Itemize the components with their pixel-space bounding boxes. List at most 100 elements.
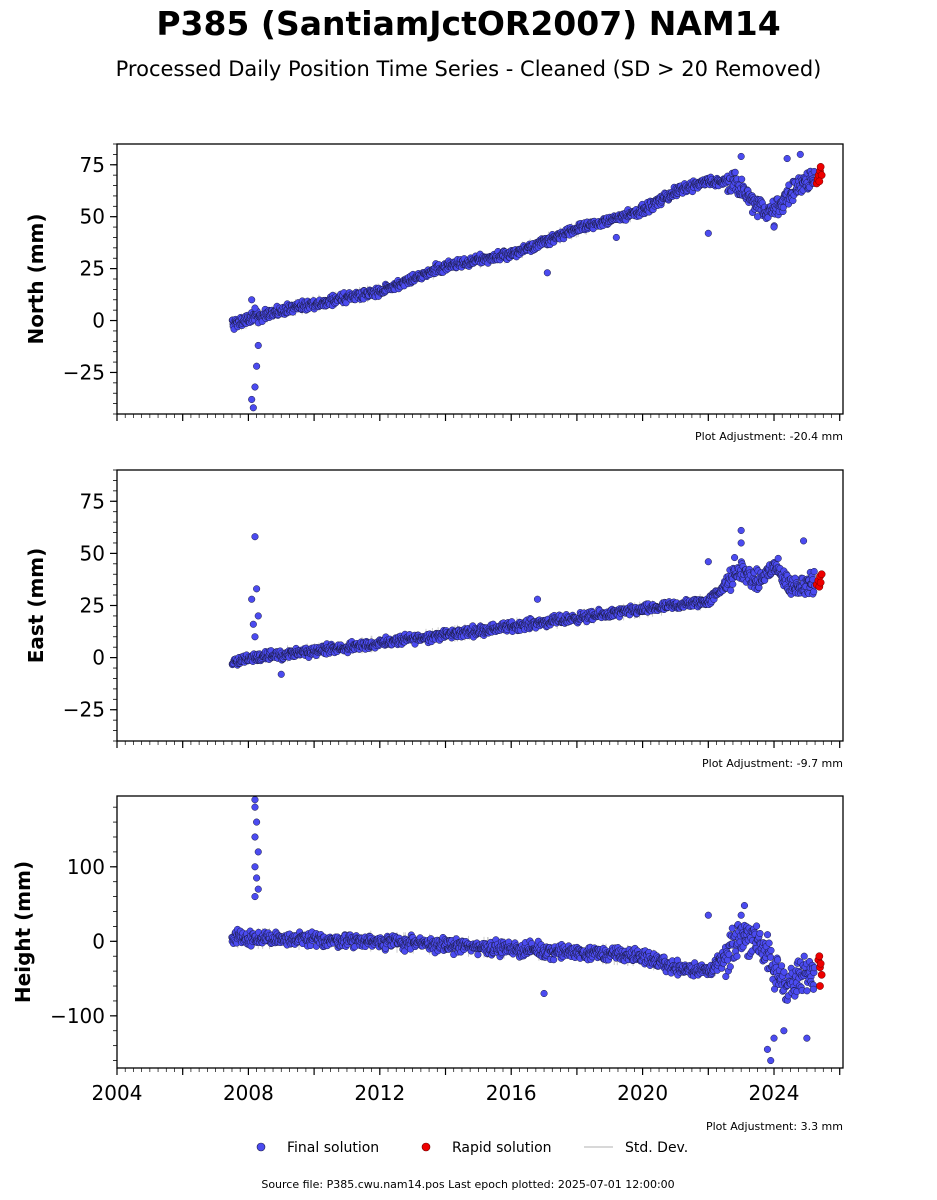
- final-solution-point: [737, 911, 745, 919]
- y-tick-label: 25: [80, 594, 105, 618]
- final-solution-point: [809, 985, 818, 993]
- final-solution-point: [779, 204, 787, 212]
- panel-north: −25 0 25 50 75 North (mm) Plot Adjustment: -20…: [24, 143, 844, 443]
- panels: −25 0 25 50 75 North (mm) Plot Adjustment: -20…: [11, 143, 844, 1133]
- final-solution-point: [765, 939, 773, 947]
- final-solution-point: [796, 150, 804, 158]
- x-tick-label: 2020: [617, 1081, 668, 1105]
- final-solution-point: [251, 833, 259, 841]
- source-footer: Source file: P385.cwu.nam14.pos Last epo…: [261, 1178, 674, 1191]
- final-solution-point: [253, 874, 261, 882]
- plot-adjustment-note: Plot Adjustment: -9.7 mm: [702, 757, 843, 770]
- final-solution-point: [803, 1034, 811, 1042]
- final-solution-point: [612, 233, 620, 242]
- final-solution-point: [810, 567, 818, 576]
- rapid-solution-point: [816, 982, 824, 990]
- x-tick-label: 2016: [486, 1081, 537, 1105]
- y-tick-label: 75: [80, 489, 105, 513]
- final-solution-point: [550, 956, 558, 964]
- final-solution-point: [729, 580, 737, 588]
- final-solution-point: [474, 951, 482, 959]
- y-axis-label: North (mm): [24, 213, 48, 344]
- final-solution-point: [780, 968, 788, 976]
- y-tick-label: 50: [80, 541, 105, 565]
- final-solution-point: [738, 175, 746, 183]
- final-solution-point: [248, 595, 256, 603]
- final-solution-point: [251, 803, 259, 811]
- final-solution-point: [767, 1056, 775, 1065]
- x-tick-label: 2012: [354, 1081, 405, 1105]
- final-solution-point: [704, 229, 712, 237]
- final-solution-point: [800, 537, 808, 545]
- final-solution-point: [248, 296, 256, 304]
- final-solution-point: [253, 362, 261, 370]
- y-tick-label: 0: [92, 309, 105, 333]
- final-solution-point: [249, 620, 257, 628]
- final-solution-point: [251, 533, 259, 541]
- final-solution-point: [753, 922, 761, 930]
- final-solution-point: [251, 633, 259, 641]
- data-points: [228, 150, 826, 412]
- final-solution-point: [800, 952, 808, 960]
- final-solution-point: [767, 946, 775, 954]
- y-tick-label: 50: [80, 205, 105, 229]
- final-solution-point: [731, 554, 739, 562]
- y-tick-label: −25: [63, 698, 105, 722]
- x-tick-label: 2004: [92, 1081, 143, 1105]
- rapid-solution-point: [816, 578, 825, 587]
- rapid-solution-point: [817, 570, 826, 579]
- y-tick-label: −100: [50, 1004, 105, 1028]
- final-solution-point: [540, 989, 548, 998]
- final-solution-point: [251, 304, 259, 312]
- final-solution-point: [251, 383, 259, 391]
- final-solution-point: [733, 952, 741, 960]
- legend-stddev-label: Std. Dev.: [625, 1140, 688, 1156]
- final-solution-point: [543, 269, 551, 277]
- final-solution-point: [767, 953, 775, 961]
- final-solution-point: [754, 213, 762, 221]
- final-solution-point: [254, 612, 262, 620]
- plot-frame: [116, 469, 844, 742]
- final-solution-point: [737, 526, 745, 535]
- final-solution-point: [254, 885, 262, 893]
- rapid-solution-point: [815, 177, 824, 186]
- rapid-solution-point: [817, 970, 826, 979]
- legend-rapid-label: Rapid solution: [452, 1140, 552, 1156]
- final-solution-point: [763, 1045, 771, 1053]
- final-solution-point: [251, 893, 259, 901]
- final-solution-point: [248, 395, 256, 404]
- final-solution-point: [277, 670, 285, 678]
- final-solution-point: [774, 956, 782, 964]
- final-solution-point: [770, 223, 778, 231]
- final-solution-point: [253, 818, 261, 826]
- final-solution-point: [731, 168, 739, 176]
- chart-title: P385 (SantiamJctOR2007) NAM14: [156, 4, 781, 43]
- rapid-solution-point: [816, 162, 825, 171]
- plot-adjustment-note: Plot Adjustment: -20.4 mm: [695, 430, 843, 443]
- final-solution-point: [704, 558, 712, 566]
- panel-east: −25 0 25 50 75 East (mm) Plot Adjustment: -9.7…: [24, 469, 844, 770]
- y-tick-label: 25: [80, 257, 105, 281]
- final-solution-point: [778, 962, 786, 970]
- final-solution-point: [740, 901, 748, 910]
- final-solution-point: [533, 595, 542, 603]
- legend-final-label: Final solution: [287, 1140, 379, 1156]
- y-axis-label: Height (mm): [11, 861, 35, 1003]
- final-solution-point: [763, 931, 772, 939]
- final-solution-point: [770, 1034, 778, 1042]
- y-tick-label: 0: [92, 646, 105, 670]
- final-solution-point: [249, 404, 257, 412]
- final-solution-point: [783, 154, 791, 163]
- final-solution-point: [254, 848, 262, 856]
- legend-final-marker: [256, 1142, 266, 1152]
- final-solution-point: [251, 863, 259, 871]
- y-axis-label: East (mm): [24, 548, 48, 664]
- final-solution-point: [803, 987, 811, 995]
- final-solution-point: [774, 554, 782, 562]
- legend: Final solution Rapid solution Std. Dev.: [256, 1140, 688, 1156]
- y-tick-label: −25: [63, 360, 105, 384]
- y-tick-label: 0: [92, 929, 105, 953]
- x-tick-label: 2008: [223, 1081, 274, 1105]
- final-solution-point: [251, 796, 259, 804]
